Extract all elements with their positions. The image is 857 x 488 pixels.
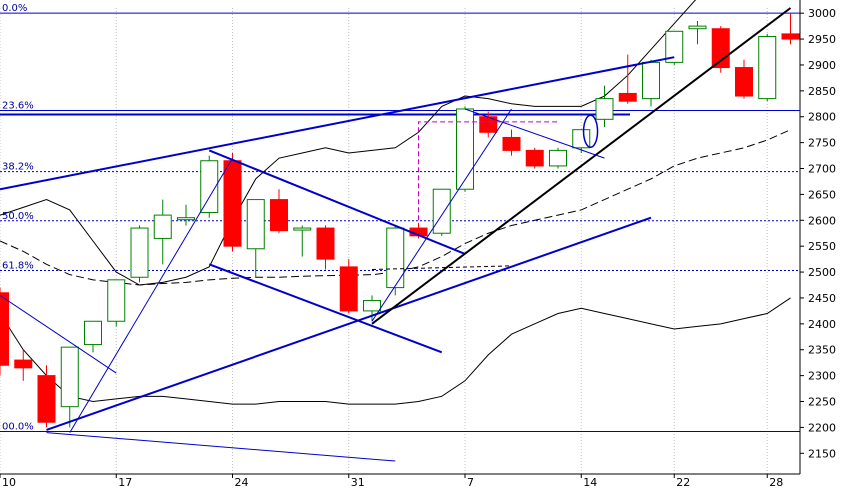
y-tick-label: 2500 [808, 266, 836, 279]
fib-level-label: 00.0% [2, 422, 34, 433]
candle-body [549, 149, 567, 167]
candle-body [456, 108, 474, 190]
candle-body [386, 227, 405, 289]
y-tick-label: 2550 [808, 240, 836, 253]
y-tick-label: 2600 [808, 214, 836, 227]
candle-body [0, 292, 9, 366]
y-tick-label: 2800 [808, 111, 836, 124]
y-tick-label: 2950 [808, 33, 836, 46]
candle-body [432, 188, 451, 234]
y-tick-label: 2200 [808, 421, 836, 434]
candle-body [502, 136, 521, 151]
candle-body [270, 199, 288, 232]
candle-body [665, 30, 684, 63]
candle-body [595, 98, 614, 120]
candle-body [735, 67, 753, 97]
candle-body [153, 214, 172, 239]
candle-body [84, 320, 102, 346]
fib-level-label: 0.0% [2, 3, 27, 14]
candle-body [339, 266, 358, 312]
candle-body [525, 149, 544, 167]
candle-body [130, 227, 149, 278]
y-tick-label: 2700 [808, 163, 836, 176]
candle-body [37, 375, 56, 423]
candle-body [177, 217, 195, 221]
thin-rise-line-2 [371, 108, 512, 322]
lower-channel-line [46, 216, 652, 431]
y-tick-label: 2350 [808, 344, 836, 357]
candle-body [60, 346, 79, 408]
fib-level-label: 23.6% [2, 101, 34, 112]
x-tick-label: 28 [769, 476, 783, 488]
lower-band [0, 297, 791, 405]
y-tick-label: 2750 [808, 137, 836, 150]
axes: 2150 2200 2250 2300 2350 2400 2450 2500 2550 2600… [0, 0, 836, 488]
x-tick-label: 31 [351, 476, 365, 488]
y-tick-label: 2850 [808, 85, 836, 98]
x-tick-label: 10 [2, 476, 16, 488]
measure-bracket [418, 121, 558, 221]
candle-body [200, 160, 219, 214]
candle-body [223, 160, 242, 247]
candle-body [642, 61, 660, 100]
bollinger-bands [0, 0, 791, 405]
flag-upper-line [208, 149, 466, 255]
upper-band [0, 0, 697, 286]
y-tick-label: 2250 [808, 396, 836, 409]
y-tick-label: 2300 [808, 370, 836, 383]
candle-body [293, 227, 312, 231]
candle-body [14, 359, 33, 369]
thin-left-line [0, 294, 117, 374]
fib-level-label: 50.0% [2, 211, 34, 222]
y-tick-label: 2650 [808, 188, 836, 201]
x-tick-label: 17 [118, 476, 132, 488]
y-tick-label: 3000 [808, 7, 836, 20]
trend-drawings [0, 7, 792, 462]
thin-rise-line [69, 157, 233, 433]
thin-fall-line [464, 108, 605, 159]
x-tick-label: 7 [467, 476, 474, 488]
x-tick-label: 14 [583, 476, 597, 488]
fib-level-label: 38.2% [2, 162, 34, 173]
candles [0, 13, 800, 428]
candle-body [688, 25, 707, 30]
dash-line [371, 265, 512, 270]
candle-body [363, 300, 381, 312]
y-tick-label: 2450 [808, 292, 836, 305]
candle-body [781, 33, 800, 40]
flag-lower-line [208, 263, 443, 354]
upper-channel-line [0, 56, 675, 191]
middle-band [0, 129, 791, 286]
x-tick-label: 24 [235, 476, 249, 488]
black-trend-line [371, 7, 792, 325]
candle-body [246, 199, 265, 250]
x-tick-label: 22 [676, 476, 690, 488]
candle-body [107, 279, 126, 322]
y-tick-label: 2400 [808, 318, 836, 331]
y-tick-label: 2150 [808, 447, 836, 460]
candle-body [758, 35, 777, 100]
bottom-thin-line [46, 432, 396, 462]
highlight-ellipse [582, 114, 599, 148]
candle-body [618, 92, 637, 102]
fib-level-label: 61.8% [2, 261, 34, 272]
candle-body [316, 227, 335, 260]
y-tick-label: 2900 [808, 59, 836, 72]
